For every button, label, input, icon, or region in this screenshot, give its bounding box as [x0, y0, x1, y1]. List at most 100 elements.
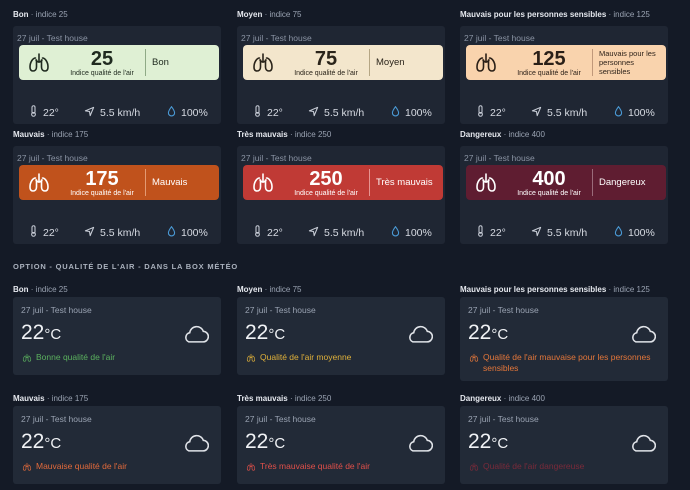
air-quality-status: Qualité de l'air moyenne	[246, 352, 436, 366]
weather-card[interactable]: 27 juil - Test house 22°C Très mauvaise …	[237, 406, 445, 484]
wind-direction-icon	[84, 226, 100, 240]
temperature-unit: °C	[44, 435, 62, 452]
lungs-icon	[466, 51, 506, 75]
card-date: 27 juil - Test house	[21, 414, 92, 424]
air-quality-card[interactable]: 27 juil - Test house 75 Indice qualité de…	[237, 26, 445, 124]
weather-card[interactable]: 27 juil - Test house 22°C Qualité de l'a…	[460, 297, 668, 381]
card-date: 27 juil - Test house	[241, 153, 312, 163]
temperature: 22°	[43, 106, 59, 119]
level-name: Mauvais	[13, 130, 45, 139]
air-quality-text: Qualité de l'air moyenne	[260, 352, 352, 362]
card-label: Dangereux · indice 400	[460, 130, 545, 139]
thermometer-icon	[29, 225, 43, 240]
weather-stats: 22° 5.5 km/h 100%	[476, 105, 676, 120]
section-title: OPTION - QUALITÉ DE L'AIR - DANS LA BOX …	[13, 262, 239, 271]
temperature-unit: °C	[491, 326, 509, 343]
lungs-icon	[22, 352, 36, 366]
card-label: Moyen · indice 75	[237, 10, 302, 19]
lungs-icon	[246, 461, 260, 475]
temperature: 22°C	[468, 321, 508, 345]
divider	[592, 169, 593, 196]
air-quality-card[interactable]: 27 juil - Test house 400 Indice qualité d…	[460, 146, 668, 244]
lungs-icon	[469, 461, 483, 475]
wind-direction-icon	[84, 106, 100, 120]
level-name: Dangereux	[460, 130, 502, 139]
index-value: · indice 25	[30, 285, 68, 294]
level-name: Très mauvais	[237, 394, 288, 403]
card-date: 27 juil - Test house	[464, 153, 535, 163]
index-value: · indice 75	[264, 10, 302, 19]
aq-caption: Indice qualité de l'air	[517, 189, 581, 197]
card-date: 27 juil - Test house	[468, 305, 539, 315]
index-value: · indice 175	[46, 394, 89, 403]
aq-caption: Indice qualité de l'air	[294, 69, 358, 77]
temperature-unit: °C	[491, 435, 509, 452]
level-name: Bon	[13, 285, 29, 294]
aq-caption: Indice qualité de l'air	[294, 189, 358, 197]
card-label: Bon · indice 25	[13, 285, 68, 294]
temperature: 22°	[490, 106, 506, 119]
level-name: Mauvais pour les personnes sensibles	[460, 285, 607, 294]
level-name: Mauvais pour les personnes sensibles	[460, 10, 607, 19]
index-value: · indice 250	[289, 130, 332, 139]
temperature: 22°	[43, 226, 59, 239]
thermometer-icon	[476, 105, 490, 120]
temperature-value: 22	[245, 321, 269, 344]
air-quality-status: Mauvaise qualité de l'air	[22, 461, 212, 475]
wind-direction-icon	[308, 226, 324, 240]
temperature-value: 22	[245, 430, 269, 453]
wind-direction-icon	[531, 226, 547, 240]
level-name: Moyen	[237, 285, 263, 294]
air-quality-card[interactable]: 27 juil - Test house 25 Indice qualité de…	[13, 26, 221, 124]
divider	[369, 49, 370, 76]
humidity: 100%	[181, 106, 208, 119]
card-date: 27 juil - Test house	[17, 153, 88, 163]
card-label: Très mauvais · indice 250	[237, 394, 331, 403]
card-label: Très mauvais · indice 250	[237, 130, 331, 139]
drop-icon	[167, 105, 181, 120]
aq-level: Dangereux	[599, 177, 646, 188]
card-date: 27 juil - Test house	[21, 305, 92, 315]
temperature-value: 22	[468, 430, 492, 453]
weather-card[interactable]: 27 juil - Test house 22°C Bonne qualité …	[13, 297, 221, 375]
wind-speed: 5.5 km/h	[100, 106, 141, 119]
air-quality-text: Mauvaise qualité de l'air	[36, 461, 127, 471]
wind-direction-icon	[308, 106, 324, 120]
cloud-icon	[181, 433, 210, 458]
thermometer-icon	[253, 225, 267, 240]
weather-stats: 22° 5.5 km/h 100%	[253, 105, 453, 120]
wind-speed: 5.5 km/h	[547, 106, 588, 119]
air-quality-card[interactable]: 27 juil - Test house 250 Indice qualité d…	[237, 146, 445, 244]
level-name: Dangereux	[460, 394, 502, 403]
lungs-icon	[246, 352, 260, 366]
weather-stats: 22° 5.5 km/h 100%	[253, 225, 453, 240]
weather-card[interactable]: 27 juil - Test house 22°C Qualité de l'a…	[237, 297, 445, 375]
card-label: Mauvais · indice 175	[13, 130, 88, 139]
drop-icon	[167, 225, 181, 240]
thermometer-icon	[253, 105, 267, 120]
weather-stats: 22° 5.5 km/h 100%	[29, 105, 229, 120]
air-quality-text: Très mauvaise qualité de l'air	[260, 461, 370, 471]
air-quality-status: Qualité de l'air dangereuse	[469, 461, 659, 475]
air-quality-card[interactable]: 27 juil - Test house 125 Indice qualité d…	[460, 26, 668, 124]
aq-caption: Indice qualité de l'air	[517, 69, 581, 77]
aq-level: Mauvais pour les personnes sensibles	[599, 49, 656, 76]
index-value: · indice 175	[46, 130, 89, 139]
aq-value: 175	[85, 167, 119, 190]
aq-index-box: 25 Indice qualité de l'air Bon	[19, 45, 219, 80]
air-quality-card[interactable]: 27 juil - Test house 175 Indice qualité d…	[13, 146, 221, 244]
weather-card[interactable]: 27 juil - Test house 22°C Mauvaise quali…	[13, 406, 221, 484]
lungs-icon	[19, 51, 59, 75]
aq-value: 125	[532, 47, 566, 70]
temperature: 22°	[490, 226, 506, 239]
humidity: 100%	[181, 226, 208, 239]
aq-index-box: 75 Indice qualité de l'air Moyen	[243, 45, 443, 80]
air-quality-text: Qualité de l'air mauvaise pour les perso…	[483, 352, 651, 373]
divider	[369, 169, 370, 196]
weather-stats: 22° 5.5 km/h 100%	[476, 225, 676, 240]
aq-index-box: 125 Indice qualité de l'air Mauvais pour …	[466, 45, 666, 80]
temperature-unit: °C	[268, 326, 286, 343]
weather-card[interactable]: 27 juil - Test house 22°C Qualité de l'a…	[460, 406, 668, 484]
lungs-icon	[19, 171, 59, 195]
level-name: Moyen	[237, 10, 263, 19]
